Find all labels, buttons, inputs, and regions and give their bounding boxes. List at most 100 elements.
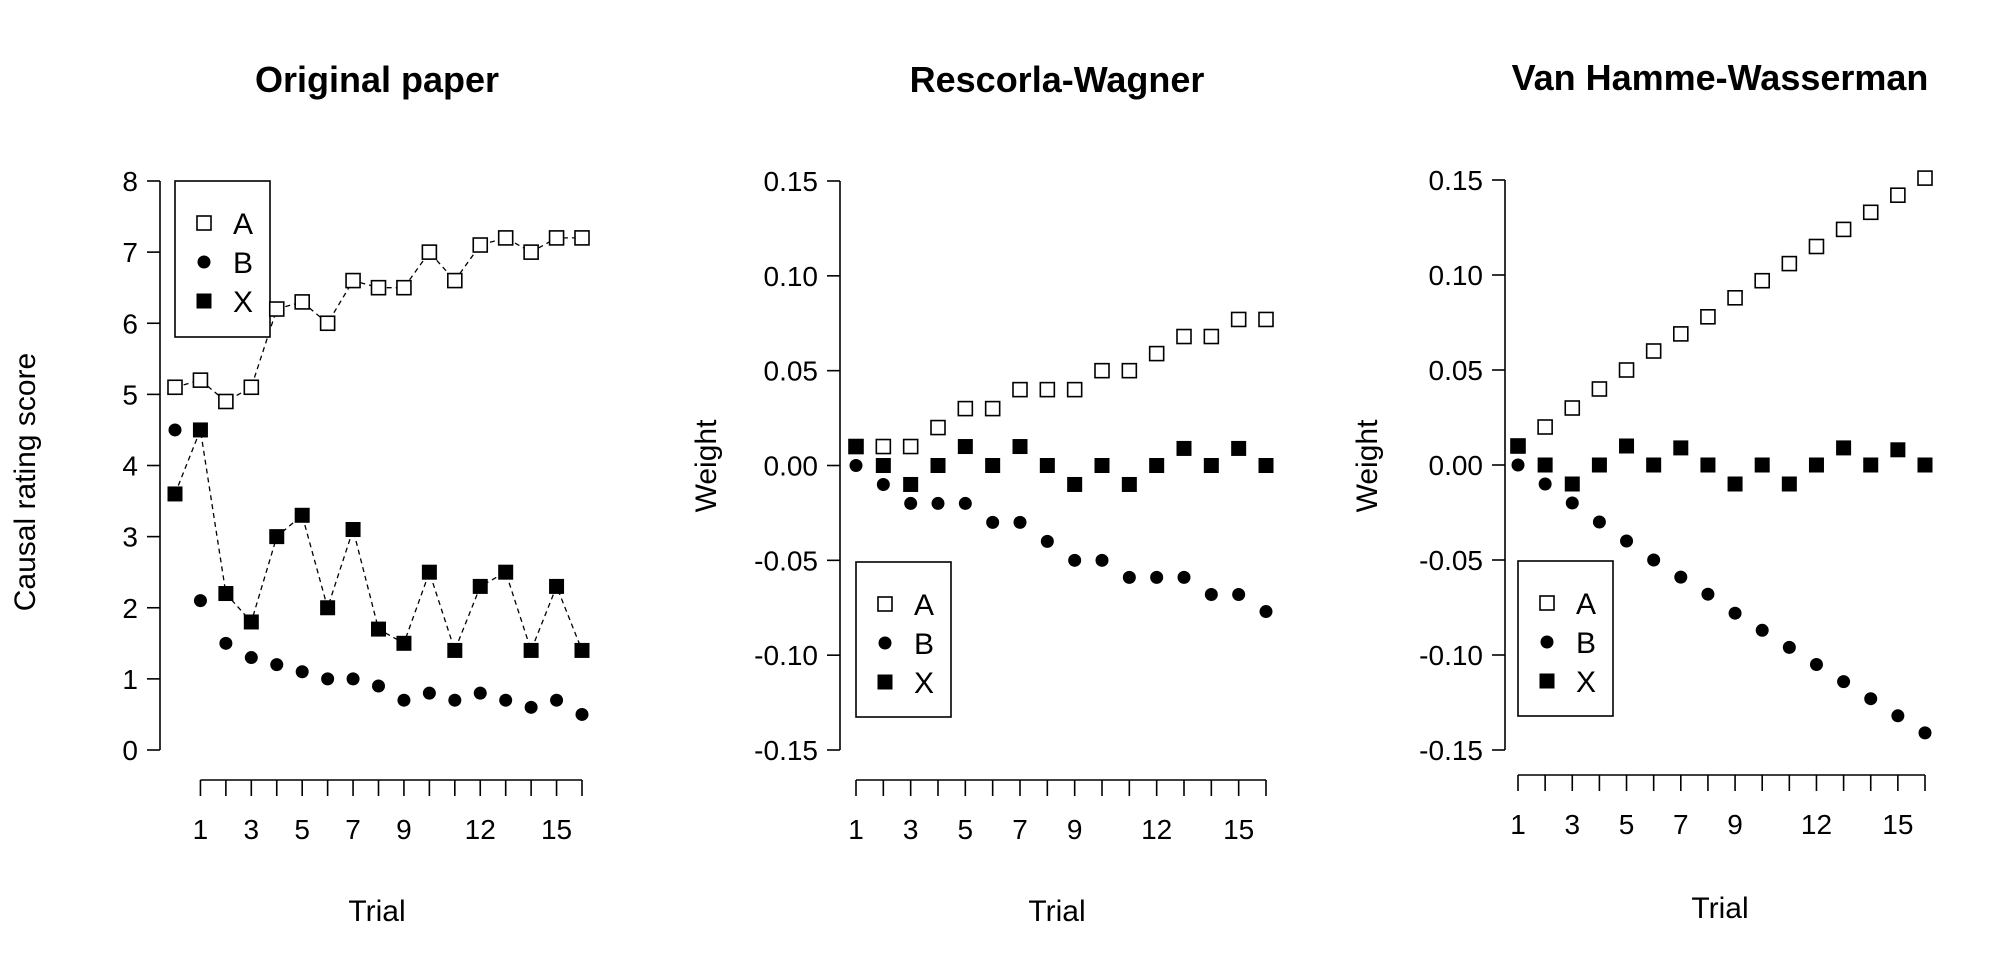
point-X-trial-10	[421, 564, 437, 580]
y-tick-label: 0.15	[1429, 165, 1484, 196]
point-B-trial-3	[1565, 496, 1579, 510]
point-X-trial-3	[243, 614, 259, 630]
point-B-trial-12	[1809, 658, 1823, 671]
point-A-trial-14	[1203, 328, 1220, 345]
y-tick-label: 0	[122, 735, 138, 766]
point-B-trial-2	[219, 636, 233, 650]
point-B-trial-8	[372, 679, 385, 693]
x-tick-label: 3	[244, 814, 260, 845]
y-tick-label: -0.10	[1419, 640, 1483, 671]
point-B-trial-13	[499, 693, 513, 707]
legend-symbol-X	[1539, 673, 1555, 689]
y-axis-label: Weight	[690, 419, 723, 512]
point-X-trial-0	[167, 486, 183, 502]
legend-label-A: A	[914, 589, 934, 622]
point-A-trial-8	[370, 279, 387, 296]
point-A-trial-7	[345, 272, 361, 289]
point-X-trial-7	[1673, 440, 1689, 456]
point-B-trial-11	[448, 693, 462, 707]
point-X-trial-7	[1012, 439, 1028, 455]
point-A-trial-6	[319, 315, 336, 332]
point-B-trial-9	[397, 693, 411, 707]
point-X-trial-6	[320, 600, 336, 616]
point-B-trial-4	[1592, 515, 1606, 529]
point-A-trial-10	[1094, 362, 1110, 379]
legend-symbol-B	[1540, 635, 1554, 649]
point-B-trial-9	[1728, 606, 1742, 620]
x-tick-label: 3	[1564, 809, 1580, 840]
legend-symbol-X	[877, 674, 893, 690]
point-A-trial-9	[1727, 289, 1743, 306]
point-X-trial-5	[294, 507, 310, 523]
y-tick-label: -0.15	[1419, 735, 1483, 766]
point-X-trial-15	[1231, 440, 1247, 456]
point-B-trial-4	[931, 496, 945, 510]
legend-label-B: B	[233, 247, 253, 280]
legend-box	[855, 561, 952, 718]
point-X-trial-11	[447, 642, 463, 658]
legend-symbol-B	[197, 255, 211, 269]
point-X-trial-14	[1863, 457, 1879, 473]
point-B-trial-13	[1177, 570, 1191, 584]
point-X-trial-14	[523, 642, 539, 658]
point-A-trial-8	[1039, 381, 1056, 398]
x-tick-label: 9	[1727, 809, 1743, 840]
point-X-trial-9	[1067, 476, 1083, 492]
point-A-trial-7	[1012, 381, 1028, 398]
point-B-trial-11	[1782, 640, 1796, 654]
point-B-trial-15	[1891, 709, 1905, 723]
legend-symbol-A	[877, 596, 893, 612]
point-B-trial-4	[270, 658, 284, 672]
point-B-trial-2	[1538, 477, 1552, 491]
point-X-trial-8	[371, 621, 386, 637]
point-X-trial-4	[930, 458, 946, 473]
point-X-trial-8	[1700, 457, 1716, 473]
point-X-trial-11	[1781, 476, 1797, 492]
panel-title: Van Hamme-Wasserman	[1512, 57, 1929, 98]
y-tick-label: 7	[122, 237, 138, 268]
point-A-trial-1	[192, 372, 209, 388]
point-X-trial-8	[1039, 458, 1055, 473]
x-tick-label: 5	[294, 814, 310, 845]
x-tick-label: 12	[1141, 814, 1172, 845]
legend-symbol-B	[878, 636, 892, 650]
point-B-trial-7	[346, 672, 360, 686]
panel-title: Rescorla-Wagner	[910, 59, 1205, 100]
point-X-trial-2	[1537, 457, 1553, 473]
y-tick-label: -0.05	[754, 545, 818, 576]
point-B-trial-11	[1122, 570, 1136, 584]
point-B-trial-3	[904, 496, 918, 510]
point-A-trial-15	[548, 230, 565, 246]
point-A-trial-16	[1917, 170, 1933, 186]
x-tick-label: 1	[848, 814, 864, 845]
point-B-trial-14	[524, 700, 538, 714]
point-X-trial-1	[192, 422, 208, 438]
plot-area: -0.15 -0.10 -0.05 0.00 0.05 0.10 0.15 1 3 5 7 9 12 15…	[754, 166, 1274, 845]
point-A-trial-14	[523, 244, 539, 260]
point-A-trial-12	[472, 237, 489, 253]
point-A-trial-0	[167, 379, 183, 396]
point-A-trial-9	[1066, 381, 1083, 398]
point-X-trial-1	[1510, 438, 1526, 454]
y-axis-label: Causal rating score	[9, 353, 42, 611]
legend-symbol-X	[196, 293, 212, 309]
point-A-trial-16	[574, 230, 590, 246]
point-X-trial-15	[1890, 442, 1906, 458]
panel-original-paper: Original paper Causal rating score Trial…	[9, 59, 590, 928]
y-axis-label: Weight	[1351, 419, 1384, 512]
point-B-trial-10	[1095, 553, 1109, 567]
point-B-trial-7	[1674, 570, 1688, 584]
x-tick-label: 3	[903, 814, 919, 845]
x-tick-label: 1	[1510, 809, 1526, 840]
point-A-trial-2	[218, 393, 234, 410]
point-B-trial-6	[986, 515, 1000, 529]
point-X-trial-12	[472, 578, 488, 594]
x-tick-label: 5	[958, 814, 974, 845]
point-A-trial-2	[875, 438, 892, 455]
y-tick-label: 8	[122, 166, 138, 197]
point-A-trial-13	[1176, 328, 1192, 345]
point-X-trial-9	[396, 635, 412, 651]
panel-van-hamme-wasserman: Van Hamme-Wasserman Weight Trial -0.15-0…	[1351, 57, 1933, 925]
point-X-trial-5	[1619, 438, 1635, 454]
